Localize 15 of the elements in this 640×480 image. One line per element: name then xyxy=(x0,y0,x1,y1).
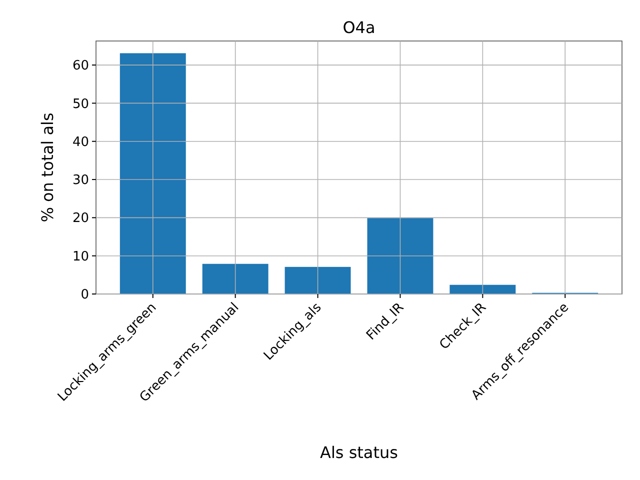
x-axis-title: Als status xyxy=(320,443,398,462)
bar xyxy=(284,266,351,294)
bar xyxy=(367,218,434,294)
chart-title: O4a xyxy=(342,18,376,37)
y-tick-label: 0 xyxy=(80,288,89,303)
y-tick-label: 10 xyxy=(72,249,89,264)
bar xyxy=(202,264,268,294)
bar xyxy=(450,284,516,294)
y-tick-label: 50 xyxy=(72,96,89,112)
y-tick-label: 20 xyxy=(72,211,89,226)
y-tick-label: 30 xyxy=(72,173,89,188)
bar xyxy=(120,53,186,294)
y-axis-title: % on total als xyxy=(38,112,57,222)
y-tick-label: 60 xyxy=(72,58,89,74)
y-tick-label: 40 xyxy=(72,134,89,150)
